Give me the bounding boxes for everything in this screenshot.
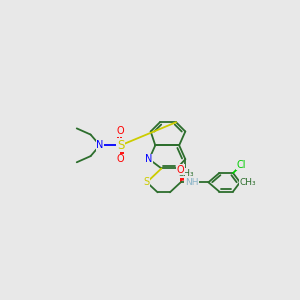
Text: Cl: Cl [237, 160, 246, 170]
Text: O: O [117, 154, 124, 164]
Text: CH₃: CH₃ [239, 178, 256, 187]
Text: O: O [177, 165, 184, 175]
Text: S: S [144, 177, 150, 187]
Text: S: S [117, 139, 124, 152]
Text: CH₃: CH₃ [177, 169, 194, 178]
Text: O: O [117, 127, 124, 136]
Text: N: N [96, 140, 103, 150]
Text: NH: NH [185, 178, 198, 187]
Text: N: N [146, 154, 153, 164]
